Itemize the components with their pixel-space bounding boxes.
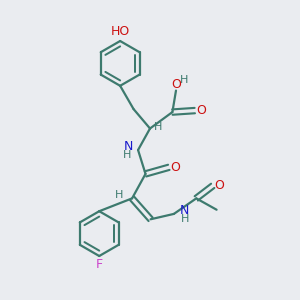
Text: F: F xyxy=(96,259,103,272)
Text: H: H xyxy=(180,75,188,85)
Text: H: H xyxy=(181,214,189,224)
Text: HO: HO xyxy=(110,25,130,38)
Text: H: H xyxy=(154,122,163,132)
Text: H: H xyxy=(123,150,131,161)
Text: O: O xyxy=(170,161,180,174)
Text: O: O xyxy=(196,104,206,117)
Text: O: O xyxy=(171,77,181,91)
Text: H: H xyxy=(115,190,124,200)
Text: O: O xyxy=(214,179,224,192)
Text: N: N xyxy=(179,204,189,217)
Text: N: N xyxy=(123,140,133,153)
